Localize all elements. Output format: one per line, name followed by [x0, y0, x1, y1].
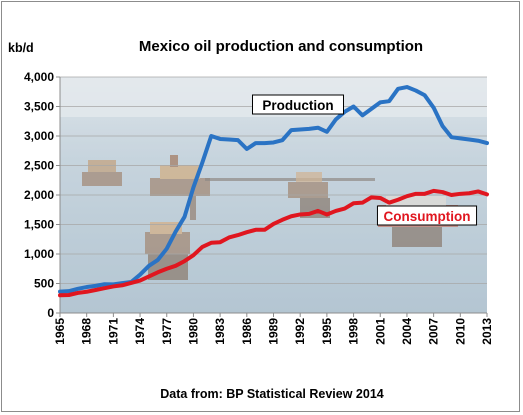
series-labels: Production Consumption — [252, 94, 478, 226]
x-tick-label: 1977 — [160, 318, 174, 345]
y-tick-label: 2,500 — [24, 159, 54, 173]
x-tick-label: 1992 — [293, 318, 307, 345]
x-tick-label: 1998 — [347, 318, 361, 345]
x-tick-label: 2010 — [453, 318, 467, 345]
y-tick-label: 1,000 — [24, 247, 54, 261]
y-tick-label: 1,500 — [24, 218, 54, 232]
y-tick-label: 3,500 — [24, 100, 54, 114]
source-note: Data from: BP Statistical Review 2014 — [160, 387, 384, 401]
x-tick-label: 1980 — [186, 318, 200, 345]
x-tick-label: 1965 — [53, 318, 67, 345]
y-tick-label: 500 — [34, 277, 54, 291]
series-line-consumption — [58, 188, 489, 298]
y-tick-label: 0 — [47, 306, 54, 320]
series-label-consumption: Consumption — [384, 209, 471, 224]
x-tick-label: 1971 — [106, 318, 120, 345]
x-tick-label: 1995 — [320, 318, 334, 345]
x-tick-label: 1986 — [240, 318, 254, 345]
series-label-production: Production — [262, 98, 333, 113]
x-tick-labels: 1965 1968 1971 1974 1977 1980 1983 1986 1989 1992… — [53, 318, 494, 345]
series-label-box — [376, 205, 478, 226]
x-tick-label: 2007 — [427, 318, 441, 345]
series-label-box — [252, 94, 344, 115]
x-tick-label: 1989 — [267, 318, 281, 345]
x-tick-label: 2004 — [400, 318, 414, 345]
x-tick-label: 2001 — [373, 318, 387, 345]
y-tick-label: 4,000 — [24, 70, 54, 84]
x-tick-label: 1983 — [213, 318, 227, 345]
x-tick-label: 1968 — [80, 318, 94, 345]
series-lines — [58, 85, 489, 298]
chart-title: Mexico oil production and consumption — [139, 38, 423, 55]
y-axis-unit-label: kb/d — [8, 41, 34, 55]
y-tick-label: 3,000 — [24, 129, 54, 143]
x-tick-label: 2013 — [480, 318, 494, 345]
y-tick-labels: 0 500 1,000 1,500 2,000 2,500 3,000 3,500 4,000 — [24, 70, 54, 320]
y-tick-label: 2,000 — [24, 188, 54, 202]
axes — [56, 76, 488, 317]
x-tick-label: 1974 — [133, 318, 147, 345]
